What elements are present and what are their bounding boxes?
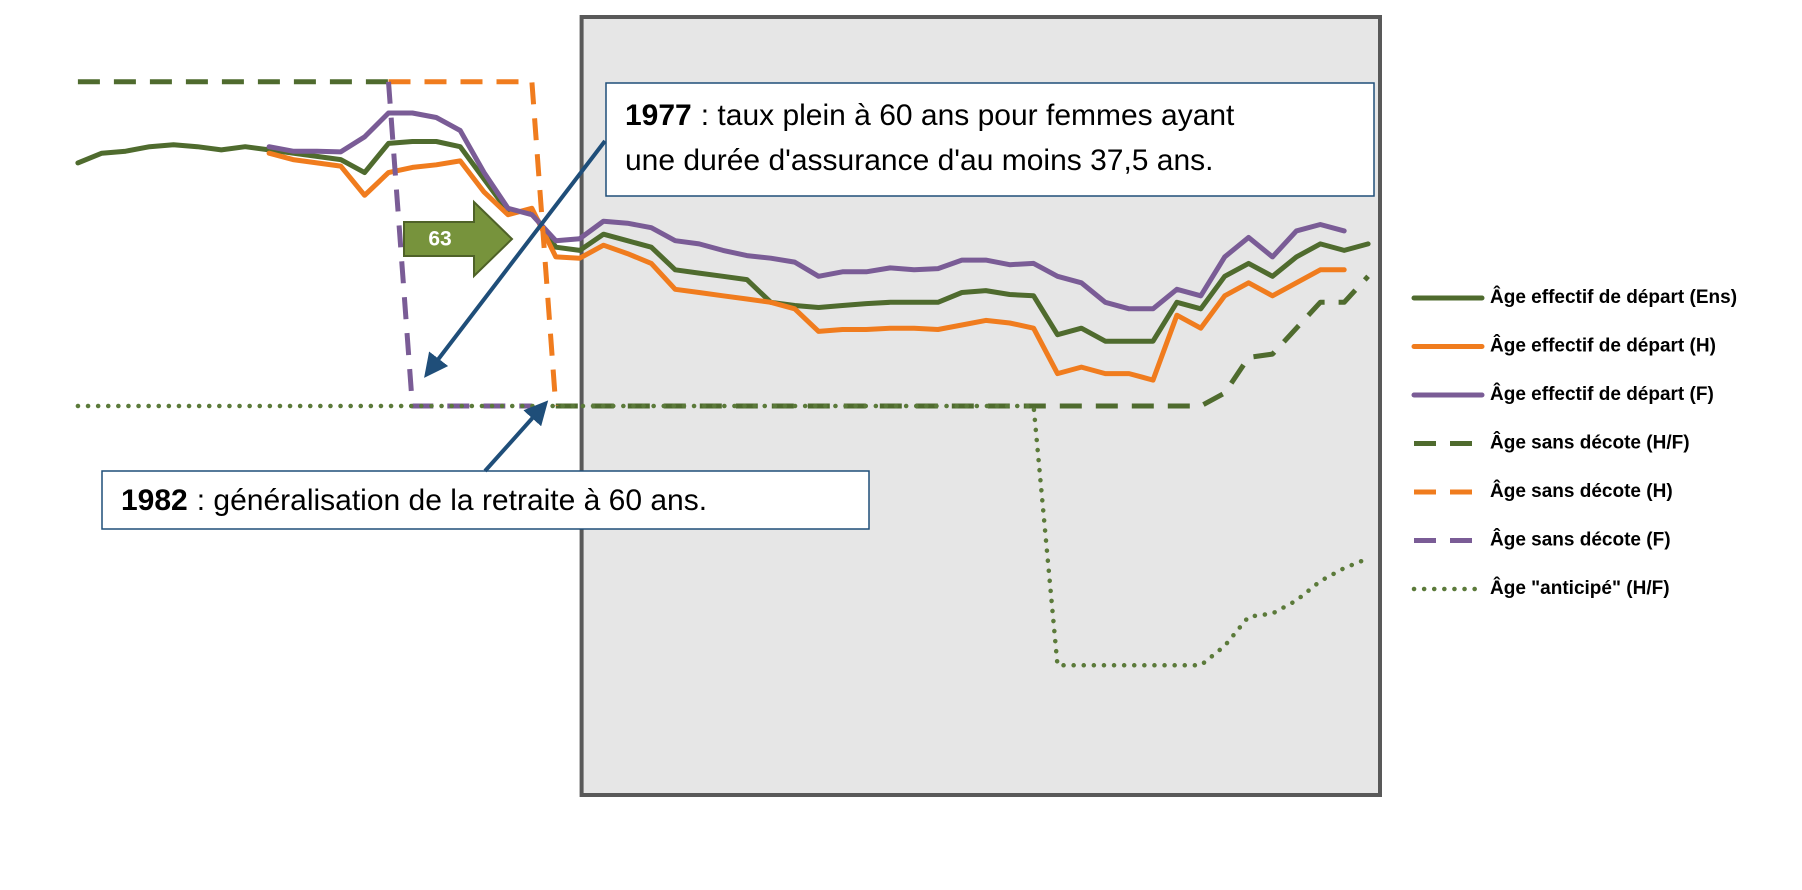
legend-label: Âge effectif de départ (H): [1490, 335, 1716, 357]
annotation-year: 1982: [121, 484, 188, 517]
annotation-box: [605, 82, 1375, 197]
series-line: [266, 110, 1347, 312]
annotation-arrow: [483, 400, 549, 473]
block-arrow: [403, 199, 514, 279]
annotation-box: [101, 470, 870, 530]
series-line: [77, 79, 1370, 409]
legend-label: Âge effectif de départ (Ens): [1490, 286, 1737, 308]
annotation-text: 1977 : taux plein à 60 ans pour femmes ay…: [625, 99, 1235, 132]
annotation-line: : généralisation de la retraite à 60 ans…: [197, 484, 707, 517]
legend-label: Âge sans décote (H/F): [1490, 432, 1690, 454]
legend-label: Âge "anticipé" (H/F): [1490, 577, 1670, 599]
series-line: [75, 403, 1371, 668]
annotation-line: : taux plein à 60 ans pour femmes ayant: [701, 99, 1235, 132]
legend-label: Âge sans décote (H): [1490, 480, 1673, 502]
series-line: [388, 79, 559, 407]
annotation-arrow: [424, 139, 607, 378]
legend-label: Âge effectif de départ (F): [1490, 383, 1714, 405]
series-line: [266, 150, 1347, 383]
annotation-text: 1982 : généralisation de la retraite à 60…: [121, 484, 707, 517]
legend-label: Âge sans décote (F): [1490, 529, 1671, 551]
annotation-text: une durée d'assurance d'au moins 37,5 an…: [625, 144, 1214, 177]
annotation-year: 1977: [625, 99, 692, 132]
block-arrow-label: 63: [428, 228, 451, 251]
